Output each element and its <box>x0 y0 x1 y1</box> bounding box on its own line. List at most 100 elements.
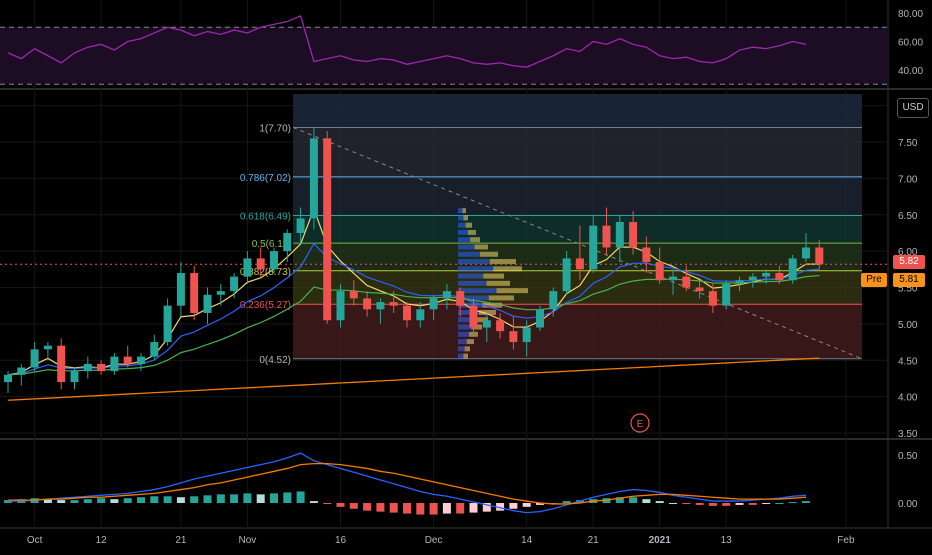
macd-histogram-bar <box>735 503 744 505</box>
candle-body <box>163 305 172 343</box>
macd-histogram-bar <box>336 503 345 507</box>
volume-profile-bar <box>466 339 474 345</box>
rsi-tick-label: 40.00 <box>898 66 923 77</box>
candle-body <box>137 356 145 364</box>
fib-level-label: 0.236(5.27) <box>240 300 291 311</box>
macd-histogram-bar <box>43 499 52 503</box>
time-tick-label: 21 <box>588 535 600 546</box>
macd-histogram-bar <box>615 497 624 503</box>
macd-histogram-bar <box>123 498 132 503</box>
macd-histogram-bar <box>762 503 771 504</box>
macd-histogram-bar <box>270 493 278 503</box>
macd-histogram-bar <box>442 503 451 514</box>
time-tick-label: Feb <box>837 535 855 546</box>
candle-body <box>802 247 810 259</box>
candle-body <box>456 291 465 306</box>
volume-profile-bar <box>458 353 464 359</box>
premarket-label: Pre <box>861 273 887 287</box>
candle-body <box>363 298 372 310</box>
candle-body <box>17 367 26 375</box>
candle-body <box>722 283 731 306</box>
price-tick-label: 5.00 <box>898 320 918 331</box>
price-tick-label: 7.50 <box>898 138 918 149</box>
fib-top-band <box>293 94 862 128</box>
candle-body <box>522 327 531 343</box>
fib-level-label: 0.786(7.02) <box>240 173 291 184</box>
candle-body <box>97 363 106 372</box>
macd-histogram-bar <box>682 503 691 504</box>
volume-profile-bar <box>458 339 467 345</box>
volume-profile-bar <box>458 309 479 315</box>
volume-profile-bar <box>462 208 466 214</box>
rsi-tick-label: 60.00 <box>898 38 923 49</box>
volume-profile-bar <box>458 266 494 272</box>
currency-label[interactable]: USD <box>897 98 929 118</box>
macd-pane <box>4 452 810 515</box>
candle-body <box>615 222 624 248</box>
candle-body <box>536 309 544 328</box>
macd-histogram-bar <box>243 493 252 503</box>
candle-body <box>283 232 292 252</box>
candle-body <box>243 258 252 277</box>
macd-histogram-bar <box>509 503 518 509</box>
price-tick-label: 6.50 <box>898 211 918 222</box>
candle-body <box>762 272 771 277</box>
last-price-tag: 5.82 <box>893 255 925 269</box>
candle-body <box>403 305 411 321</box>
volume-profile-bar <box>458 208 463 214</box>
candle-body <box>309 138 318 219</box>
candle-body <box>57 345 66 383</box>
volume-profile-bar <box>458 215 464 221</box>
candle-body <box>589 225 598 270</box>
price-tick-label: 5.50 <box>898 284 918 295</box>
candle-body <box>4 374 12 383</box>
volume-profile-bar <box>458 222 466 228</box>
macd-histogram-bar <box>695 503 704 505</box>
volume-profile-bar <box>482 302 502 308</box>
candle-body <box>735 280 744 284</box>
macd-histogram-bar <box>722 503 731 506</box>
volume-profile-bar <box>488 295 514 301</box>
macd-histogram-bar <box>190 496 199 503</box>
candle-body <box>429 298 438 310</box>
candle-body <box>323 138 332 321</box>
candle-body <box>83 363 92 372</box>
macd-histogram-bar <box>150 496 159 503</box>
rsi-pane <box>0 14 888 85</box>
fib-level-label: 0.618(6.49) <box>240 211 291 222</box>
volume-profile-bar <box>465 222 472 228</box>
fib-retracement[interactable]: 1(7.70) 0.786(7.02) 0.618(6.49) 0.5(6.11) 0.… <box>240 94 863 366</box>
candle-body <box>123 356 132 364</box>
macd-histogram-bar <box>363 503 372 511</box>
price-tick-label: 4.00 <box>898 393 918 404</box>
macd-histogram-bar <box>655 501 664 503</box>
macd-histogram-bar <box>283 492 292 503</box>
candle-body <box>336 291 345 321</box>
macd-histogram-bar <box>403 503 411 514</box>
candle-body <box>70 371 79 383</box>
volume-profile-bar <box>458 317 475 323</box>
macd-histogram-bar <box>57 500 66 503</box>
macd-histogram-bar <box>522 503 531 507</box>
candle-body <box>496 320 505 332</box>
macd-histogram-bar <box>323 503 332 504</box>
macd-histogram-bar <box>349 503 358 509</box>
macd-histogram-bar <box>482 503 491 512</box>
candle-body <box>43 345 52 350</box>
time-tick-label: 12 <box>96 535 108 546</box>
fib-level-label: 0.382(5.73) <box>240 267 291 278</box>
macd-histogram-bar <box>496 503 505 511</box>
macd-histogram-bar <box>70 500 79 503</box>
time-tick-label: 13 <box>721 535 733 546</box>
macd-histogram-bar <box>203 495 212 503</box>
candle-body <box>349 291 358 299</box>
candle-body <box>655 262 664 281</box>
macd-histogram-bar <box>230 494 239 503</box>
macd-histogram-bar <box>536 503 544 505</box>
macd-histogram-bar <box>802 501 810 503</box>
candle-body <box>442 291 451 299</box>
volume-profile-bar <box>458 295 489 301</box>
volume-profile-bar <box>470 237 480 243</box>
